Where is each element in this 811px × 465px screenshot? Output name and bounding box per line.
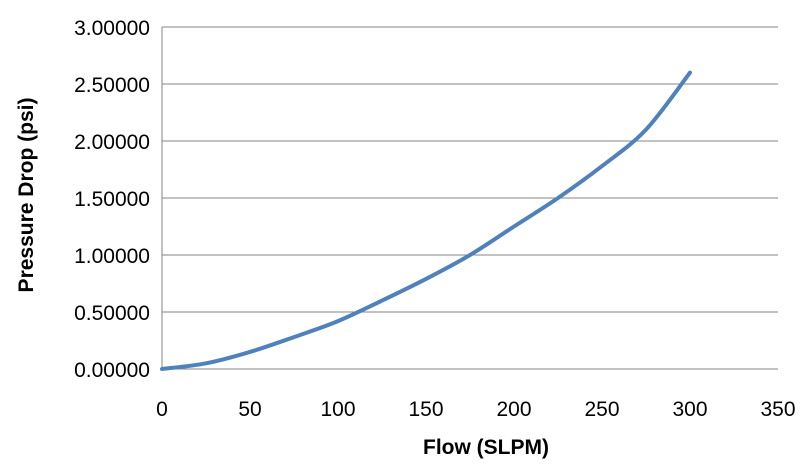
x-tick-labels: 0 50 100 150 200 250 300 350 (156, 398, 795, 421)
series-layer (160, 70, 692, 371)
x-tick-label: 350 (760, 398, 795, 421)
x-tick-label: 50 (238, 398, 261, 421)
y-tick-label: 2.00000 (74, 131, 150, 154)
x-axis-title: Flow (SLPM) (423, 436, 549, 459)
y-tick-label: 1.50000 (74, 188, 150, 211)
y-tick-label: 3.00000 (74, 17, 150, 40)
x-tick-label: 200 (496, 398, 531, 421)
gridlines (162, 26, 778, 313)
y-tick-label: 0.00000 (74, 359, 150, 382)
x-tick-label: 150 (408, 398, 443, 421)
series-line (160, 70, 692, 371)
y-tick-label: 0.50000 (74, 302, 150, 325)
x-tick-label: 0 (156, 398, 168, 421)
x-tick-label: 100 (320, 398, 355, 421)
x-tick-label: 250 (584, 398, 619, 421)
y-axis-title: Pressure Drop (psi) (15, 98, 38, 293)
x-tick-label: 300 (672, 398, 707, 421)
y-tick-labels: 0.00000 0.50000 1.00000 1.50000 2.00000 2.500… (74, 17, 150, 382)
y-tick-label: 2.50000 (74, 74, 150, 97)
y-tick-label: 1.00000 (74, 245, 150, 268)
axes (161, 27, 778, 370)
